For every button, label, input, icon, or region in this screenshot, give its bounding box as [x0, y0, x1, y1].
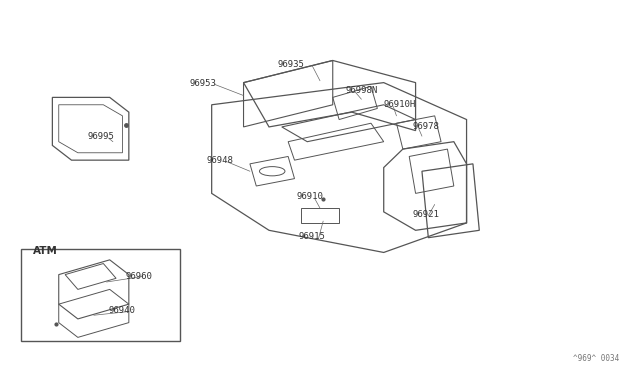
- Text: 96921: 96921: [412, 210, 439, 219]
- Text: 96940: 96940: [108, 306, 135, 315]
- Bar: [301, 208, 339, 223]
- Text: 96953: 96953: [189, 79, 216, 88]
- Text: 96935: 96935: [278, 60, 305, 69]
- Text: 96910H: 96910H: [384, 100, 416, 109]
- Text: 96948: 96948: [207, 155, 234, 165]
- Text: 96995: 96995: [88, 132, 115, 141]
- Text: ATM: ATM: [33, 246, 58, 256]
- Text: 96960: 96960: [125, 272, 152, 280]
- Text: 96915: 96915: [298, 232, 325, 241]
- Text: 96910: 96910: [296, 192, 323, 201]
- Bar: [20, 249, 180, 341]
- Text: 96998N: 96998N: [346, 86, 378, 94]
- Text: 96978: 96978: [412, 122, 439, 131]
- Text: ^969^ 0034: ^969^ 0034: [573, 354, 620, 363]
